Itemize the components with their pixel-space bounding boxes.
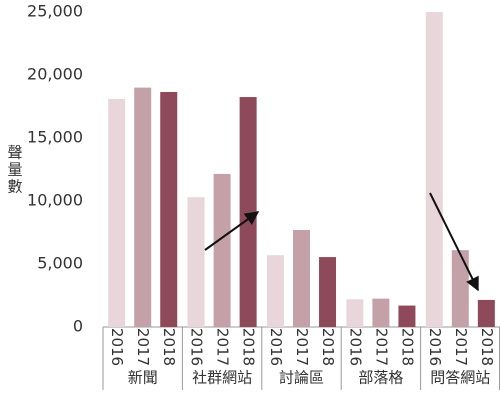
bar — [346, 299, 364, 327]
bar — [477, 299, 495, 327]
series-label: 2017 — [452, 328, 470, 366]
bar — [372, 298, 390, 327]
bar — [187, 197, 205, 327]
bar — [398, 305, 416, 327]
y-axis-label: 聲量數 — [6, 145, 24, 196]
y-tick-label: 5,000 — [37, 254, 83, 273]
x-tick-label: 部落格 — [358, 369, 403, 387]
bar — [319, 257, 337, 327]
series-label: 2017 — [372, 328, 390, 366]
x-tick-label: 問答網站 — [430, 369, 490, 387]
series-label: 2017 — [293, 328, 311, 366]
arrow — [429, 192, 479, 292]
series-label: 2016 — [346, 328, 364, 366]
x-tick-label: 新聞 — [128, 369, 158, 387]
series-label: 2016 — [426, 328, 444, 366]
series-label: 2018 — [478, 328, 496, 366]
series-label: 2018 — [319, 328, 337, 366]
y-tick-label: 15,000 — [27, 128, 83, 147]
bar — [451, 250, 469, 327]
x-tick-label: 討論區 — [279, 369, 324, 387]
y-tick-label: 25,000 — [27, 2, 83, 21]
y-tick-label: 0 — [73, 317, 83, 336]
bar — [108, 98, 126, 327]
series-label: 2016 — [267, 328, 285, 366]
series-label: 2018 — [398, 328, 416, 366]
series-label: 2017 — [134, 328, 152, 366]
bar — [134, 87, 152, 327]
bar — [425, 12, 443, 327]
bar — [266, 255, 284, 327]
bar — [293, 229, 310, 327]
series-label: 2017 — [214, 328, 232, 366]
series-label: 2018 — [160, 328, 178, 366]
series-label: 2016 — [188, 328, 206, 366]
bar — [160, 92, 178, 327]
series-label: 2018 — [240, 328, 258, 366]
bar — [239, 97, 257, 327]
y-tick-label: 20,000 — [27, 65, 83, 84]
x-tick-label: 社群網站 — [192, 369, 252, 387]
series-label: 2016 — [108, 328, 126, 366]
arrow — [204, 211, 260, 251]
bar — [213, 173, 231, 327]
y-tick-label: 10,000 — [27, 191, 83, 210]
